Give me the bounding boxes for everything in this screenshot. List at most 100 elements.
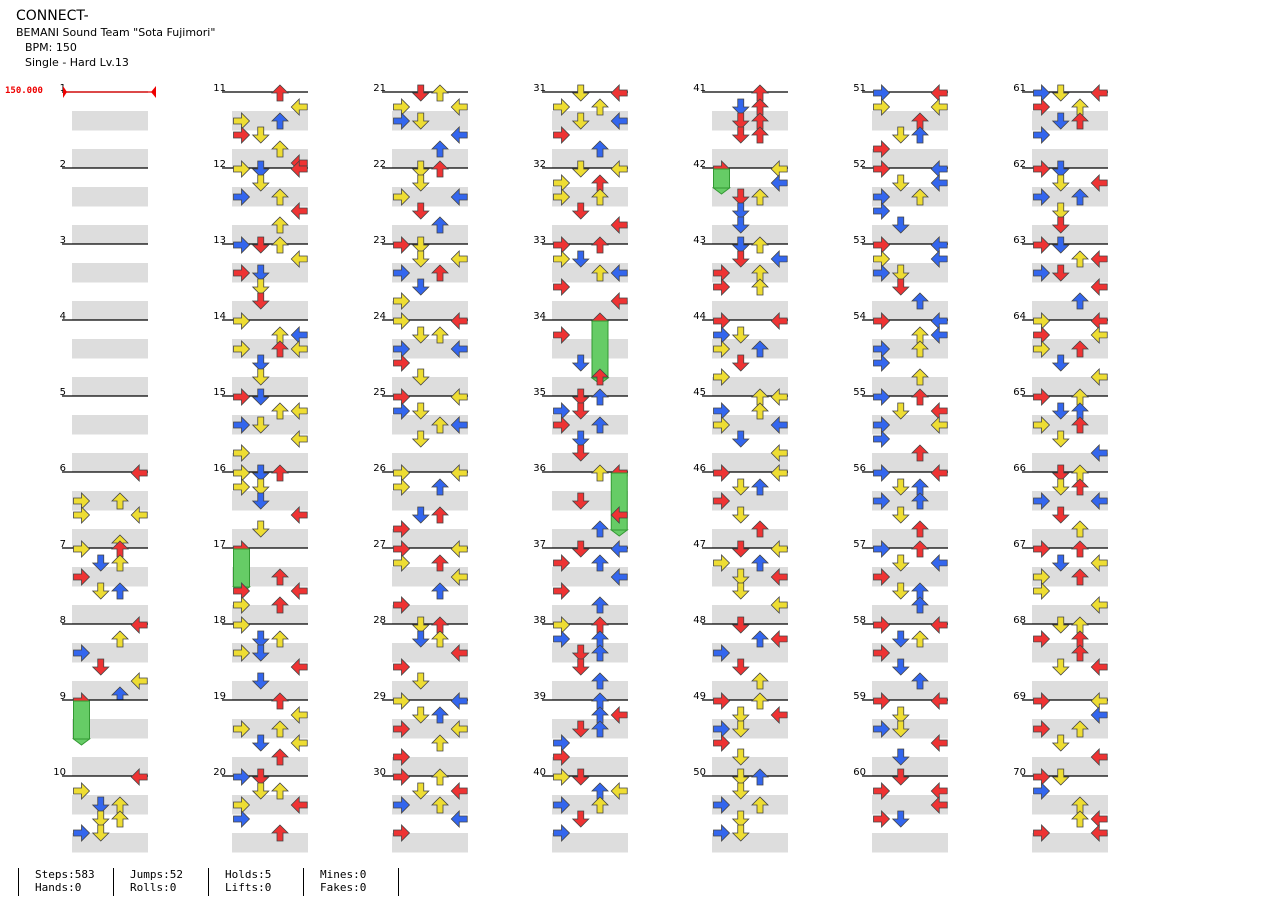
beat-band xyxy=(552,757,628,776)
measure-number: 56 xyxy=(853,463,866,474)
beat-band xyxy=(392,586,468,606)
note-arrow xyxy=(411,430,430,448)
beat-band xyxy=(872,149,948,168)
beat-band xyxy=(392,206,468,226)
beat-band xyxy=(72,662,148,682)
note-arrow xyxy=(873,568,891,586)
note-arrow xyxy=(1090,596,1108,614)
note-arrow xyxy=(393,824,411,842)
note-arrow xyxy=(751,236,769,254)
note-arrow xyxy=(1051,658,1070,676)
note-arrow xyxy=(1033,416,1051,434)
beat-band xyxy=(712,434,788,454)
beat-band xyxy=(712,396,788,416)
beat-band xyxy=(392,244,468,264)
beat-band xyxy=(712,358,788,378)
beat-band xyxy=(712,149,788,168)
bpm-end-marker xyxy=(151,86,156,98)
beat-band xyxy=(1032,168,1108,188)
beat-band xyxy=(552,377,628,396)
note-arrow xyxy=(431,264,449,282)
stat-column: Jumps:52 Rolls:0 xyxy=(114,868,209,896)
beat-band xyxy=(72,700,148,720)
beat-band xyxy=(712,833,788,852)
note-arrow xyxy=(591,236,609,254)
beat-band xyxy=(552,149,628,168)
note-arrow xyxy=(233,810,251,828)
beat-band xyxy=(552,434,628,454)
note-arrow xyxy=(393,658,411,676)
note-arrow xyxy=(571,202,590,220)
note-arrow xyxy=(873,98,891,116)
beat-band xyxy=(72,776,148,796)
note-arrow xyxy=(431,140,449,158)
note-arrow xyxy=(431,478,449,496)
note-arrow xyxy=(1033,264,1051,282)
beat-band xyxy=(552,92,628,112)
note-arrow xyxy=(233,388,251,406)
note-arrow xyxy=(1033,630,1051,648)
note-arrow xyxy=(1071,416,1089,434)
note-arrow xyxy=(393,478,411,496)
note-arrow xyxy=(111,630,129,648)
note-arrow xyxy=(713,340,731,358)
note-arrow xyxy=(271,84,289,102)
beat-band xyxy=(392,624,468,644)
note-arrow xyxy=(251,464,270,482)
measure-47: 47 xyxy=(693,539,788,625)
note-arrow xyxy=(411,630,430,648)
note-arrow xyxy=(1033,782,1051,800)
note-arrow xyxy=(233,160,251,178)
note-arrow xyxy=(610,782,628,800)
note-arrow xyxy=(411,616,430,634)
note-arrow xyxy=(911,126,929,144)
note-arrow xyxy=(450,568,468,586)
measure-number: 42 xyxy=(693,159,706,170)
beat-band xyxy=(872,111,948,130)
note-arrow xyxy=(251,492,270,510)
note-arrow xyxy=(111,810,129,828)
note-arrow xyxy=(1051,264,1070,282)
beat-band xyxy=(872,491,948,510)
note-arrow xyxy=(891,264,910,282)
note-arrow xyxy=(770,630,788,648)
note-arrow xyxy=(770,416,788,434)
beat-band xyxy=(72,263,148,282)
measure-59: 59 xyxy=(853,691,948,777)
note-arrow xyxy=(610,506,628,524)
beat-band xyxy=(712,738,788,758)
beat-band xyxy=(872,377,948,396)
measure-6: 6 xyxy=(60,463,148,580)
note-arrow xyxy=(591,596,609,614)
beat-band xyxy=(232,434,308,454)
note-arrow xyxy=(553,250,571,268)
beat-band xyxy=(72,358,148,378)
measure-number: 43 xyxy=(693,235,706,246)
note-arrow xyxy=(290,340,308,358)
note-arrow xyxy=(713,416,731,434)
note-arrow xyxy=(911,630,929,648)
beat-band xyxy=(232,377,308,396)
beat-band xyxy=(232,149,308,168)
note-arrow xyxy=(271,140,289,158)
beat-band xyxy=(552,795,628,814)
beat-band xyxy=(872,168,948,188)
note-arrow xyxy=(73,506,91,524)
note-arrow xyxy=(411,174,430,192)
beat-band xyxy=(712,282,788,302)
note-arrow xyxy=(873,782,891,800)
beat-band xyxy=(712,130,788,150)
beat-band xyxy=(712,225,788,244)
note-arrow xyxy=(571,354,590,372)
note-arrow xyxy=(393,292,411,310)
song-difficulty: Single - Hard Lv.13 xyxy=(25,56,129,69)
measure-number: 30 xyxy=(373,767,386,778)
beat-band xyxy=(232,586,308,606)
hold-bar xyxy=(233,548,250,588)
note-arrow xyxy=(411,250,430,268)
beat-band xyxy=(232,320,308,340)
beat-band xyxy=(392,738,468,758)
measure-number: 20 xyxy=(213,767,226,778)
note-arrow xyxy=(290,506,308,524)
measure-number: 1 xyxy=(60,83,66,94)
